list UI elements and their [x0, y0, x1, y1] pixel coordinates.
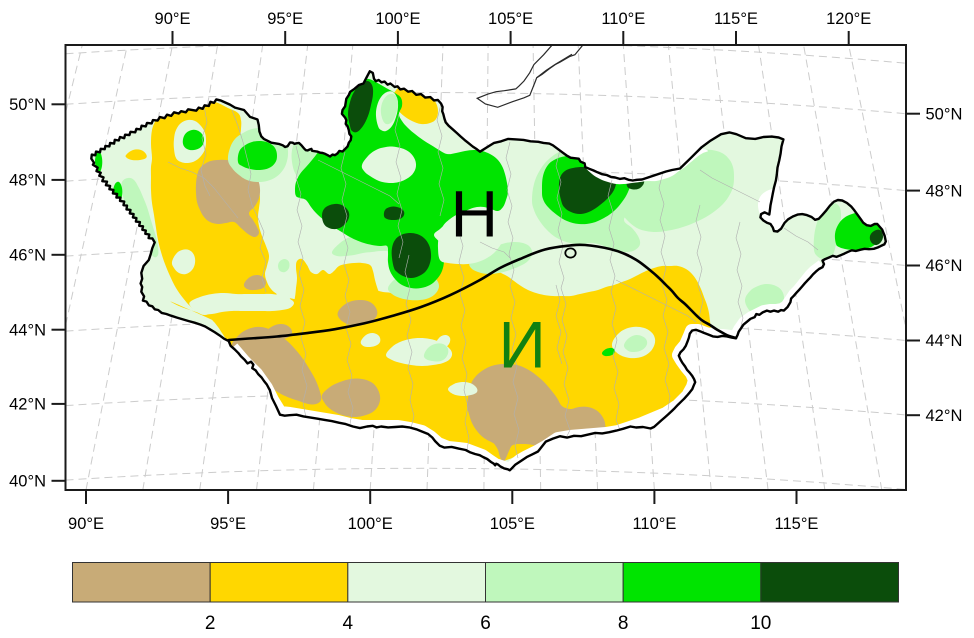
- svg-text:105°E: 105°E: [490, 515, 535, 533]
- svg-text:40°N: 40°N: [9, 473, 46, 491]
- svg-text:115°E: 115°E: [714, 10, 758, 28]
- svg-text:95°E: 95°E: [210, 515, 246, 533]
- svg-text:4: 4: [343, 613, 354, 634]
- svg-text:44°N: 44°N: [926, 332, 963, 350]
- svg-text:50°N: 50°N: [9, 96, 46, 114]
- svg-text:8: 8: [618, 613, 629, 634]
- svg-text:44°N: 44°N: [9, 321, 46, 339]
- svg-text:48°N: 48°N: [926, 182, 963, 200]
- svg-text:115°E: 115°E: [775, 515, 819, 533]
- svg-text:2: 2: [205, 613, 216, 634]
- svg-text:95°E: 95°E: [267, 10, 303, 28]
- svg-text:46°N: 46°N: [9, 247, 46, 265]
- svg-text:Н: Н: [451, 177, 499, 251]
- svg-text:90°E: 90°E: [68, 515, 104, 533]
- svg-text:42°N: 42°N: [9, 396, 46, 414]
- svg-text:110°E: 110°E: [601, 10, 645, 28]
- svg-text:105°E: 105°E: [488, 10, 533, 28]
- svg-text:90°E: 90°E: [155, 10, 191, 28]
- svg-text:120°E: 120°E: [826, 10, 871, 28]
- svg-text:100°E: 100°E: [375, 10, 420, 28]
- svg-text:10: 10: [750, 613, 771, 634]
- svg-text:110°E: 110°E: [632, 515, 676, 533]
- svg-text:100°E: 100°E: [348, 515, 393, 533]
- svg-text:46°N: 46°N: [926, 257, 963, 275]
- svg-text:50°N: 50°N: [926, 105, 963, 123]
- svg-text:42°N: 42°N: [926, 407, 963, 425]
- svg-text:И: И: [499, 308, 546, 382]
- svg-text:48°N: 48°N: [9, 172, 46, 190]
- svg-text:6: 6: [480, 613, 491, 634]
